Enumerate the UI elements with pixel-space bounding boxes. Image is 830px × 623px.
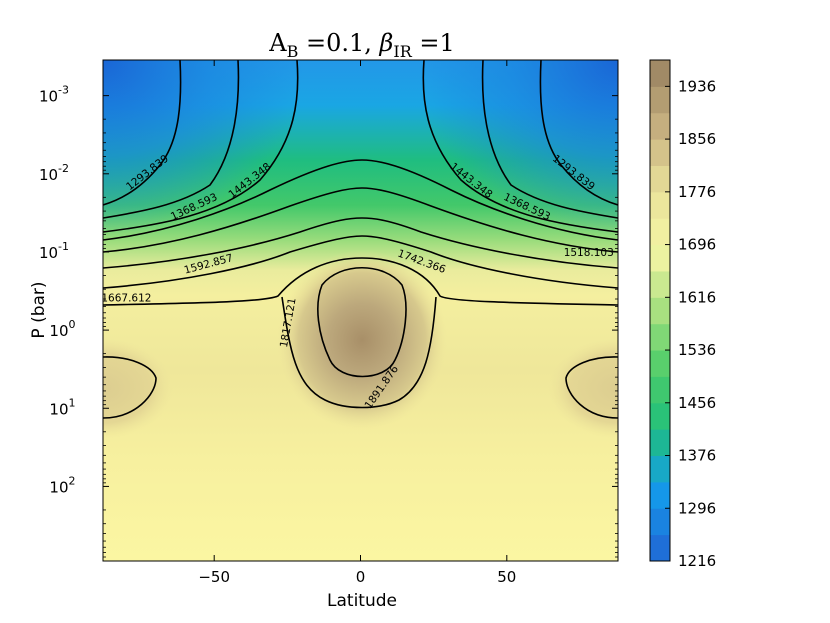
y-tick-base: 10 xyxy=(39,88,58,106)
y-tick-label: 10-3 xyxy=(39,84,69,106)
colorbar-band xyxy=(650,270,670,298)
contour-line-1592 xyxy=(103,187,618,253)
title-value-albedo: =0.1, xyxy=(298,29,379,57)
y-tick-exponent: -2 xyxy=(58,162,69,175)
contour-line-1817 xyxy=(565,356,618,419)
y-tick-exponent: 0 xyxy=(69,318,76,331)
y-tick-exponent: 2 xyxy=(69,474,76,487)
contour-label: 1518.103 xyxy=(564,247,614,259)
colorbar-tick-label: 1696 xyxy=(678,236,716,254)
contour-line-1667 xyxy=(103,217,618,269)
y-tick-label: 102 xyxy=(49,474,75,496)
colorbar-tick-label: 1936 xyxy=(678,77,716,95)
contour-line-1817 xyxy=(103,356,157,419)
y-tick-base: 10 xyxy=(49,478,68,496)
colorbar xyxy=(649,59,671,562)
colorbar-tick-label: 1296 xyxy=(678,499,716,517)
y-tick-base: 10 xyxy=(49,322,68,340)
y-tick-label: 101 xyxy=(49,396,75,418)
x-axis-label: Latitude xyxy=(327,591,397,611)
title-subscript-b: B xyxy=(287,42,299,61)
y-tick-label: 100 xyxy=(49,318,75,340)
colorbar-tick-label: 1536 xyxy=(678,341,716,359)
contour-line-1817 xyxy=(281,296,437,409)
contour-line-1368 xyxy=(481,60,618,219)
colorbar-band xyxy=(650,323,670,351)
title-symbol-beta: β xyxy=(379,29,394,57)
y-tick-base: 10 xyxy=(49,400,68,418)
colorbar-frame xyxy=(649,59,671,562)
colorbar-tick-label: 1616 xyxy=(678,288,716,306)
colorbar-band xyxy=(650,60,670,87)
chart-title: AB =0.1, βIR =1 xyxy=(268,29,455,61)
cold-region-right xyxy=(418,60,618,235)
colorbar-band xyxy=(650,455,670,483)
y-tick-exponent: 1 xyxy=(69,396,76,409)
y-tick-label: 10-1 xyxy=(39,240,69,262)
colorbar-band xyxy=(650,218,670,246)
title-symbol-a: A xyxy=(268,29,287,57)
x-tick-label: 50 xyxy=(497,568,516,586)
contour-label: 1667.612 xyxy=(101,292,151,304)
colorbar-band xyxy=(650,429,670,457)
contour-line-1742 xyxy=(103,235,618,289)
x-axis-ticks: −50 0 50 xyxy=(198,60,516,586)
colorbar-band xyxy=(650,165,670,193)
colorbar-band xyxy=(650,112,670,140)
warm-region-right xyxy=(548,338,618,438)
y-tick-base: 10 xyxy=(39,166,58,184)
colorbar-band xyxy=(650,244,670,272)
x-tick-label: −50 xyxy=(198,568,230,586)
y-tick-exponent: -3 xyxy=(58,84,69,97)
cold-region-left xyxy=(103,60,303,235)
contour-line-1443 xyxy=(103,60,618,233)
y-tick-exponent: -1 xyxy=(58,240,69,253)
colorbar-band xyxy=(650,481,670,509)
contour-line-1293 xyxy=(539,60,618,206)
colorbar-tick-label: 1456 xyxy=(678,394,716,412)
colorbar-band xyxy=(650,376,670,404)
colorbar-tick-label: 1856 xyxy=(678,130,716,148)
y-tick-base: 10 xyxy=(39,244,58,262)
x-tick-label: 0 xyxy=(356,568,366,586)
y-axis-label: P (bar) xyxy=(29,281,49,338)
colorbar-tick-label: 1376 xyxy=(678,447,716,465)
colorbar-band xyxy=(650,534,670,562)
title-value-beta: =1 xyxy=(412,29,455,57)
colorbar-band xyxy=(650,191,670,219)
colorbar-band xyxy=(650,402,670,430)
colorbar-band xyxy=(650,508,670,536)
colorbar-ticks: 1216 1296 1376 1456 1536 1616 1696 1776 1856 1936 xyxy=(665,77,716,570)
contour-line-1518 xyxy=(103,159,618,241)
title-subscript-ir: IR xyxy=(393,42,412,61)
colorbar-band xyxy=(650,139,670,166)
contour-line-1293 xyxy=(103,60,182,206)
warm-region-left xyxy=(103,338,173,438)
colorbar-tick-label: 1776 xyxy=(678,183,716,201)
contour-lines xyxy=(103,60,618,419)
colorbar-tick-label: 1216 xyxy=(678,552,716,570)
contour-line-1368 xyxy=(103,60,240,219)
contour-line-1817 xyxy=(103,257,618,306)
colorbar-band xyxy=(650,350,670,377)
colorbar-band xyxy=(650,297,670,325)
colorbar-band xyxy=(650,86,670,114)
y-tick-label: 10-2 xyxy=(39,162,69,184)
contour-line-1891 xyxy=(317,267,407,378)
